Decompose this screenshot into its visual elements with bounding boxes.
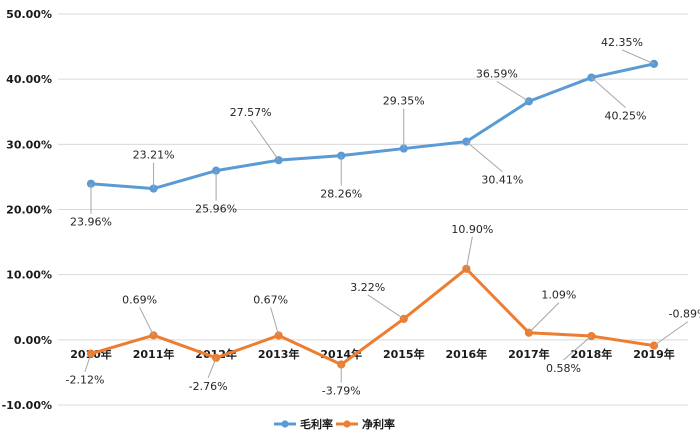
legend-label: 毛利率 (300, 417, 333, 431)
data-label: 40.25% (604, 110, 646, 123)
data-label: 29.35% (383, 95, 425, 108)
y-tick-label: 20.00% (6, 204, 52, 217)
x-axis-ticks: 2010年2011年2012年2013年2014年2015年2016年2017年… (70, 347, 675, 361)
x-tick-label: 2017年 (508, 347, 550, 361)
label-leader-line (84, 353, 92, 372)
data-label: 1.09% (541, 289, 576, 302)
series-line-0 (90, 62, 655, 191)
label-leader-line (496, 80, 530, 102)
label-leader-line (653, 321, 689, 347)
data-label: 0.69% (122, 293, 157, 306)
x-tick-label: 2011年 (133, 347, 175, 361)
legend: 毛利率 净利率 (274, 417, 395, 431)
y-tick-label: -10.00% (2, 399, 52, 412)
data-label: 28.26% (320, 188, 362, 201)
data-label: 30.41% (481, 174, 523, 187)
data-label: 25.96% (195, 203, 237, 216)
x-tick-label: 2015年 (383, 347, 425, 361)
legend-label: 净利率 (362, 417, 395, 431)
label-leader-line (250, 119, 280, 161)
label-leader-line (563, 335, 592, 361)
data-label: 0.67% (253, 293, 288, 306)
y-tick-label: 0.00% (14, 334, 52, 347)
gridlines (58, 13, 688, 406)
data-label: 3.22% (350, 281, 385, 294)
data-point (649, 59, 659, 68)
label-leader-line (367, 294, 405, 320)
y-tick-label: 30.00% (6, 138, 52, 151)
data-label: 42.35% (601, 36, 643, 49)
data-label: 23.21% (133, 149, 175, 162)
label-leader-line (621, 49, 655, 65)
data-label: -2.12% (66, 374, 105, 387)
data-label: -0.89% (669, 308, 700, 321)
data-label: -3.79% (322, 385, 361, 398)
data-label: 23.96% (70, 216, 112, 229)
data-label: 36.59% (476, 67, 518, 80)
data-label: 10.90% (451, 223, 493, 236)
data-label: 27.57% (230, 106, 272, 119)
y-tick-label: 10.00% (6, 269, 52, 282)
label-leader-line (466, 141, 503, 173)
data-label: 0.58% (546, 362, 581, 375)
label-leader-line (528, 302, 560, 334)
series-line-1 (90, 267, 655, 367)
label-leader-line (139, 307, 155, 336)
series-lines (86, 59, 659, 369)
x-tick-label: 2018年 (571, 347, 613, 361)
y-tick-label: 40.00% (6, 73, 52, 86)
y-axis-ticks: -10.00% 0.00% 10.00% 20.00% 30.00% 40.00% 50.0… (2, 8, 52, 412)
legend-marker (281, 420, 289, 428)
legend-marker (343, 420, 351, 428)
x-tick-label: 2016年 (446, 347, 488, 361)
x-tick-label: 2019年 (633, 347, 675, 361)
data-label: -2.76% (189, 380, 228, 393)
x-tick-label: 2013年 (258, 347, 300, 361)
label-leader-line (465, 236, 473, 269)
label-leader-line (270, 307, 280, 336)
label-leader-line (207, 357, 217, 379)
data-labels: 23.96% 23.21% 25.96% 27.57% 28.26% 29.35% 30.4… (66, 36, 700, 398)
label-leader-line (591, 77, 626, 108)
y-tick-label: 50.00% (6, 8, 52, 21)
